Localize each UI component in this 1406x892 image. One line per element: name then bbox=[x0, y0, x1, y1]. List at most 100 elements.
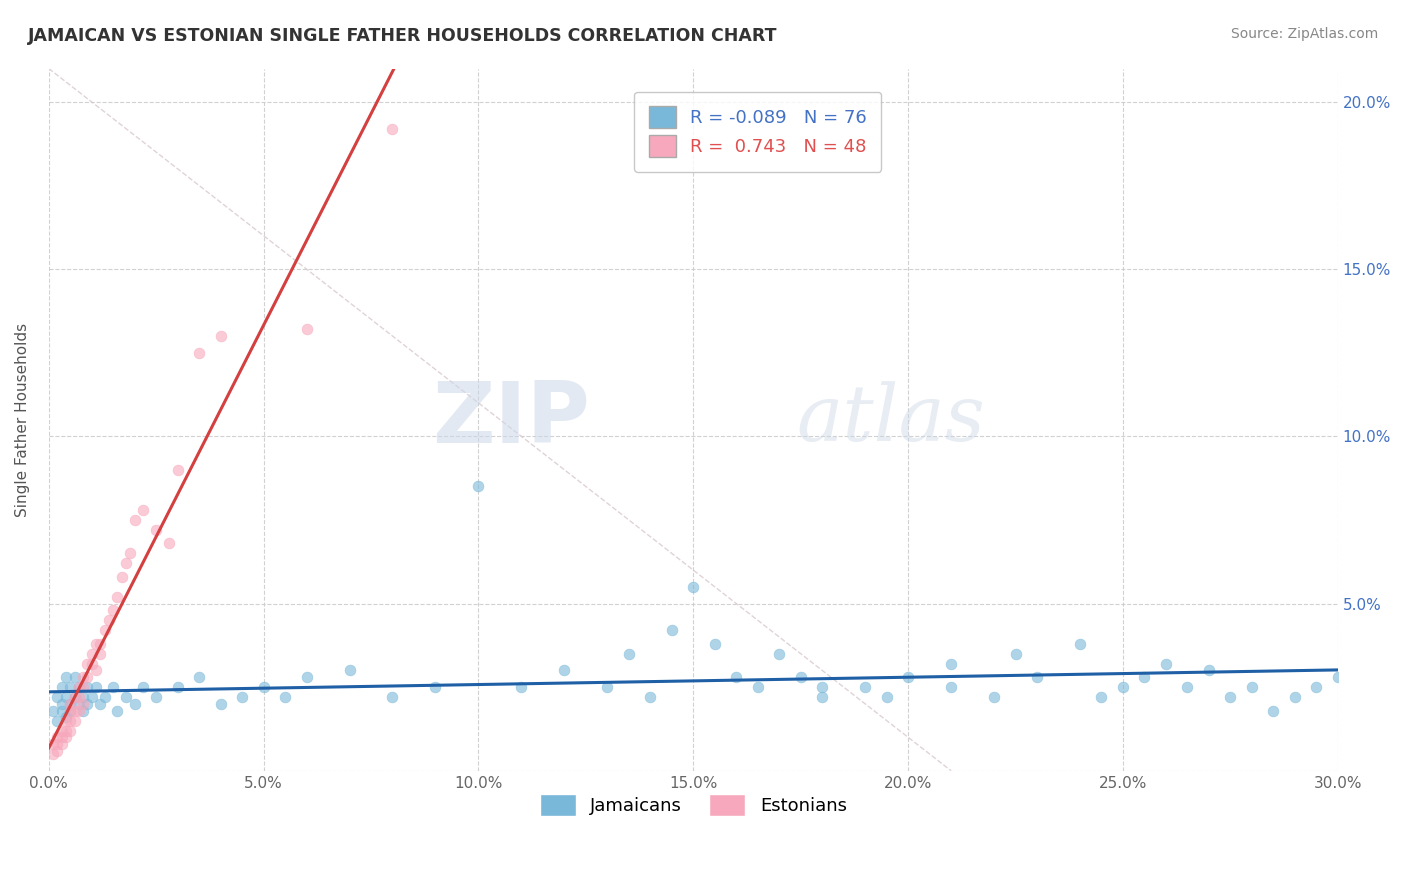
Point bbox=[93, 690, 115, 705]
Point bbox=[63, 690, 86, 705]
Point bbox=[120, 546, 142, 560]
Point bbox=[339, 664, 361, 678]
Text: atlas: atlas bbox=[796, 382, 986, 458]
Point bbox=[381, 690, 404, 705]
Point bbox=[1026, 670, 1049, 684]
Point bbox=[209, 329, 232, 343]
Point bbox=[1177, 680, 1199, 694]
Point bbox=[939, 680, 962, 694]
Point bbox=[510, 680, 533, 694]
Text: ZIP: ZIP bbox=[433, 378, 591, 461]
Point bbox=[115, 557, 138, 571]
Point bbox=[768, 647, 790, 661]
Point bbox=[80, 690, 103, 705]
Point bbox=[46, 744, 69, 758]
Point bbox=[46, 731, 69, 745]
Point bbox=[425, 680, 447, 694]
Point bbox=[51, 680, 73, 694]
Point bbox=[252, 680, 274, 694]
Point bbox=[876, 690, 898, 705]
Point bbox=[59, 697, 82, 711]
Point bbox=[76, 657, 98, 671]
Point bbox=[939, 657, 962, 671]
Point bbox=[63, 704, 86, 718]
Point bbox=[93, 624, 115, 638]
Point bbox=[1112, 680, 1135, 694]
Point bbox=[1198, 664, 1220, 678]
Point bbox=[67, 680, 90, 694]
Point bbox=[42, 737, 65, 751]
Point bbox=[42, 747, 65, 761]
Point bbox=[76, 697, 98, 711]
Point bbox=[682, 580, 704, 594]
Point bbox=[72, 680, 94, 694]
Point bbox=[89, 697, 111, 711]
Point bbox=[72, 690, 94, 705]
Point bbox=[1154, 657, 1177, 671]
Legend: Jamaicans, Estonians: Jamaicans, Estonians bbox=[530, 785, 856, 825]
Point bbox=[84, 664, 107, 678]
Point bbox=[103, 680, 125, 694]
Point bbox=[209, 697, 232, 711]
Point bbox=[188, 670, 211, 684]
Point bbox=[747, 680, 769, 694]
Point bbox=[51, 704, 73, 718]
Point bbox=[55, 710, 77, 724]
Point bbox=[124, 697, 146, 711]
Point bbox=[42, 704, 65, 718]
Point bbox=[553, 664, 575, 678]
Point bbox=[51, 697, 73, 711]
Point bbox=[55, 670, 77, 684]
Point bbox=[640, 690, 662, 705]
Y-axis label: Single Father Households: Single Father Households bbox=[15, 323, 30, 516]
Point bbox=[67, 690, 90, 705]
Point bbox=[295, 322, 318, 336]
Point bbox=[596, 680, 619, 694]
Point bbox=[132, 680, 155, 694]
Point bbox=[46, 737, 69, 751]
Point bbox=[1133, 670, 1156, 684]
Point bbox=[97, 613, 120, 627]
Point bbox=[381, 121, 404, 136]
Point bbox=[80, 647, 103, 661]
Point bbox=[1284, 690, 1306, 705]
Point bbox=[1263, 704, 1285, 718]
Point bbox=[72, 697, 94, 711]
Point bbox=[1305, 680, 1327, 694]
Point bbox=[51, 723, 73, 738]
Point bbox=[46, 690, 69, 705]
Point bbox=[897, 670, 920, 684]
Point bbox=[1219, 690, 1241, 705]
Point bbox=[89, 637, 111, 651]
Point bbox=[103, 603, 125, 617]
Point bbox=[1069, 637, 1091, 651]
Point bbox=[725, 670, 748, 684]
Point bbox=[55, 714, 77, 728]
Point bbox=[59, 697, 82, 711]
Point bbox=[107, 704, 129, 718]
Point bbox=[1004, 647, 1026, 661]
Point bbox=[67, 704, 90, 718]
Point bbox=[84, 680, 107, 694]
Point bbox=[59, 714, 82, 728]
Point bbox=[983, 690, 1005, 705]
Point bbox=[188, 345, 211, 359]
Point bbox=[107, 590, 129, 604]
Point bbox=[89, 647, 111, 661]
Point bbox=[661, 624, 683, 638]
Point bbox=[115, 690, 138, 705]
Text: Source: ZipAtlas.com: Source: ZipAtlas.com bbox=[1230, 27, 1378, 41]
Point bbox=[72, 670, 94, 684]
Point bbox=[63, 690, 86, 705]
Point bbox=[789, 670, 811, 684]
Point bbox=[111, 570, 134, 584]
Point bbox=[145, 523, 167, 537]
Point bbox=[166, 680, 188, 694]
Point bbox=[853, 680, 876, 694]
Point bbox=[811, 690, 834, 705]
Point bbox=[55, 723, 77, 738]
Point bbox=[59, 704, 82, 718]
Point bbox=[231, 690, 253, 705]
Point bbox=[80, 657, 103, 671]
Point bbox=[59, 704, 82, 718]
